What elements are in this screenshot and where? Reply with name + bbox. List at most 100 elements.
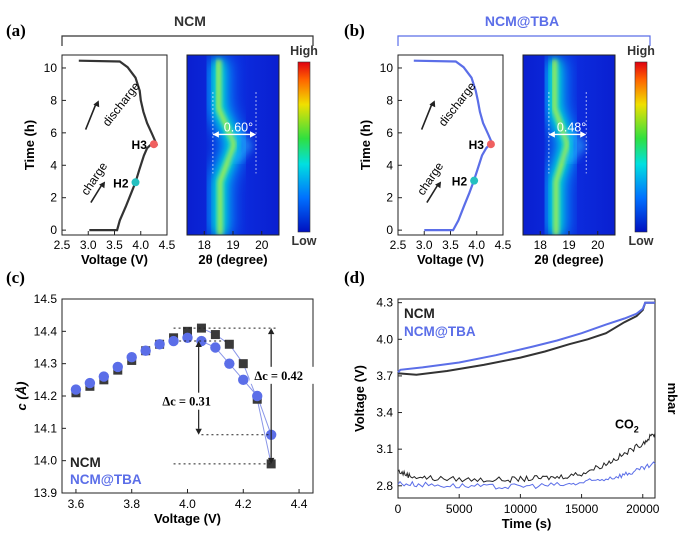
x-tick-label: 4.2 <box>235 497 252 511</box>
panel-b-curve: 2.5 3.0 3.5 4.0 4.5 0 2 4 6 8 10 Voltage (V) Time (h… <box>358 54 512 267</box>
delta-c-031-bg <box>157 392 236 410</box>
delta-c-042-head-up <box>267 328 275 335</box>
x-tick-label: 3.0 <box>416 238 433 252</box>
x-tick-label: 3.8 <box>123 497 140 511</box>
y-tick-label: 2 <box>50 191 57 205</box>
colorbar-b: High Low <box>627 44 655 248</box>
shift-arrow-head <box>250 131 256 138</box>
y-tick-label: 13.9 <box>34 486 58 500</box>
tba-point <box>112 361 123 373</box>
x-axis-label: Voltage (V) <box>81 252 148 267</box>
discharge-label: discharge <box>436 79 479 129</box>
x-axis-label: 2θ (degree) <box>534 252 603 267</box>
tba-point <box>140 345 151 356</box>
label-h2: H2 <box>452 175 468 189</box>
tba-point <box>154 339 165 350</box>
y-tick-label: 14.5 <box>34 292 58 306</box>
colorbar-b-high: High <box>627 44 655 58</box>
marker-h3 <box>486 140 495 149</box>
x-tick-label: 19 <box>562 238 576 252</box>
y-tick-label: 14.4 <box>34 324 58 338</box>
x-tick-label: 3.5 <box>106 238 123 252</box>
y-axis-label: c (Å) <box>14 382 29 411</box>
tba-point <box>182 332 193 343</box>
y-tick-label: 3.7 <box>376 369 393 383</box>
legend-ncm-tba: NCM@TBA <box>404 324 476 339</box>
tba-point <box>238 374 249 386</box>
y-axis-label: Time (h) <box>22 120 37 170</box>
co2-trace-ncm-tba <box>397 461 656 490</box>
colorbar-a-high: High <box>290 44 318 58</box>
colorbar-b-low: Low <box>629 234 654 248</box>
tba-point <box>70 384 82 395</box>
legend-ncm: NCM <box>404 306 435 321</box>
discharge-label: discharge <box>100 79 143 129</box>
y-tick-label: 0 <box>386 223 393 237</box>
bracket-a <box>61 35 314 46</box>
legend-ncm: NCM <box>70 455 101 470</box>
label-h3: H3 <box>132 138 148 152</box>
x-tick-label: 2.5 <box>54 238 71 252</box>
y-tick-label: 6 <box>50 126 57 140</box>
delta-c-031-head-down <box>195 428 202 435</box>
x-tick-label: 0 <box>395 502 402 516</box>
x-tick-label: 10000 <box>504 502 538 516</box>
x-tick-label: 4.5 <box>159 238 176 252</box>
heatmap-layer <box>543 59 586 235</box>
x-tick-label: 20 <box>591 238 605 252</box>
tba-point <box>98 371 110 382</box>
y-tick-label: 2.8 <box>376 479 393 493</box>
peak-core <box>216 59 236 235</box>
y-tick-label: 14.0 <box>34 454 58 468</box>
x-tick-label: 20000 <box>626 502 660 516</box>
tba-point <box>224 358 235 369</box>
shift-arrow-head-left <box>212 131 219 138</box>
y-tick-label: 3.4 <box>376 406 393 420</box>
tba-point <box>168 335 179 347</box>
charge-arrow-line <box>426 184 439 203</box>
co2-trace-ncm <box>397 433 656 484</box>
peak-core <box>552 59 570 235</box>
x-tick-label: 4.0 <box>468 238 485 252</box>
x-tick-label: 3.6 <box>68 497 85 511</box>
x-tick-label: 15000 <box>565 502 599 516</box>
panel-d: 0 5000 10000 15000 20000 2.8 3.1 3.4 3.7 4.0 4.3 Ti… <box>352 296 679 531</box>
ncm-point <box>183 326 192 336</box>
delta-c-031-label: Δc = 0.31 <box>162 395 211 409</box>
x-axis-label: Voltage (V) <box>417 252 484 267</box>
title-b: NCM@TBA <box>485 13 559 29</box>
x-tick-label: 3.0 <box>80 238 97 252</box>
delta-c-031-head-up <box>195 341 202 348</box>
ncm-point <box>224 339 234 349</box>
y-tick-label: 6 <box>386 126 393 140</box>
x-tick-label: 4.0 <box>179 497 196 511</box>
discharge-arrow-line <box>420 104 433 130</box>
y-tick-label: 10 <box>44 61 58 75</box>
y-axis-label: Time (h) <box>358 120 373 170</box>
shift-annotation: 0.60° <box>224 120 253 134</box>
discharge-arrow-line <box>84 104 97 130</box>
shift-arrow-head-left <box>548 131 555 138</box>
legend-ncm-tba: NCM@TBA <box>70 472 142 487</box>
bracket-b <box>397 35 651 46</box>
charge-label: charge <box>78 159 110 198</box>
x-tick-label: 19 <box>226 238 240 252</box>
panel-c: 3.6 3.8 4.0 4.2 4.4 13.9 14.0 14.1 14.2 14.3 14.4 1… <box>14 292 328 526</box>
y-tick-label: 14.2 <box>34 389 58 403</box>
x-axis-label: 2θ (degree) <box>198 252 267 267</box>
delta-c-042-label: Δc = 0.42 <box>254 369 303 383</box>
y2-axis-label: mbar <box>665 383 679 415</box>
marker-h3 <box>149 140 158 149</box>
charge-arrow-line <box>90 184 103 203</box>
title-a: NCM <box>174 13 206 29</box>
y-tick-label: 4.0 <box>376 332 393 346</box>
x-axis-label: Voltage (V) <box>154 511 221 526</box>
panel-label-b: (b) <box>344 21 365 40</box>
discharge-arrow-head <box>93 100 100 108</box>
panel-label-c: (c) <box>6 268 25 287</box>
panel-a-curve: 2.5 3.0 3.5 4.0 4.5 0 2 4 6 8 10 Voltage (V) Time (h… <box>22 54 176 267</box>
charge-label: charge <box>414 159 446 198</box>
